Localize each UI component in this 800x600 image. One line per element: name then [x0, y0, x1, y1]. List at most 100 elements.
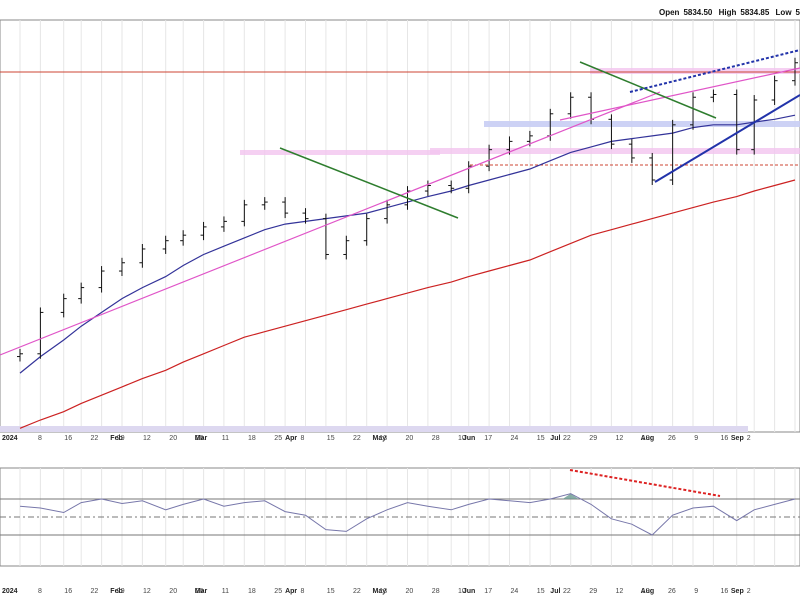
ohlc-readout: Open 5834.50 High 5834.85 Low 5: [655, 8, 800, 17]
ohlc-bar: [37, 307, 44, 359]
day-label: 8: [301, 588, 305, 595]
low-value: 5: [795, 8, 800, 17]
month-label: Mar: [195, 435, 208, 442]
month-label: Feb: [110, 435, 122, 442]
day-label: 2: [747, 435, 751, 442]
ohlc-bar: [282, 197, 289, 219]
day-label: 29: [117, 588, 125, 595]
ohlc-bar: [139, 244, 146, 268]
year-label: 2024: [2, 588, 18, 595]
day-label: 26: [668, 588, 676, 595]
month-label: May: [373, 588, 387, 595]
day-label: 11: [222, 435, 229, 442]
moving-average-line: [19, 179, 796, 429]
ohlc-bar: [241, 199, 248, 227]
day-label: 28: [432, 588, 440, 595]
ohlc-bar: [567, 92, 574, 119]
rsi-line: [19, 493, 796, 536]
day-label: 8: [38, 588, 42, 595]
day-label: 13: [379, 435, 387, 442]
day-label: 22: [91, 588, 99, 595]
month-label: Jun: [463, 435, 475, 442]
trendline-green-2: [579, 61, 717, 119]
ohlc-bar: [424, 180, 431, 196]
day-label: 11: [222, 588, 229, 595]
ohlc-bar: [710, 89, 717, 103]
rsi-panel-frame: [0, 467, 800, 567]
ohlc-bar: [649, 152, 656, 185]
day-label: 28: [432, 435, 440, 442]
rsi-overbought-fill: [562, 493, 579, 499]
day-label: 20: [406, 435, 414, 442]
day-label: 12: [616, 435, 624, 442]
day-label: 16: [64, 435, 72, 442]
support-band-blue: [484, 121, 800, 127]
day-label: 25: [274, 588, 282, 595]
ohlc-bar: [60, 293, 67, 318]
day-label: 20: [406, 588, 414, 595]
ohlc-bar: [220, 216, 227, 232]
day-label: 15: [537, 435, 545, 442]
ohlc-bar: [690, 92, 697, 130]
volume-band: [0, 426, 748, 432]
day-label: 22: [353, 435, 361, 442]
day-label: 8: [301, 435, 305, 442]
open-value: 5834.50: [683, 8, 713, 17]
ohlc-bar: [669, 119, 676, 185]
ohlc-bar: [771, 75, 778, 105]
ohlc-bar: [322, 213, 329, 260]
day-label: 12: [143, 588, 151, 595]
day-label: 17: [484, 435, 492, 442]
ohlc-bar: [98, 266, 105, 293]
day-label: 20: [169, 588, 177, 595]
day-label: 19: [642, 588, 650, 595]
ohlc-bar: [751, 95, 758, 155]
ohlc-bar: [302, 208, 309, 224]
month-label: Jul: [550, 588, 560, 595]
top-band-pink: [590, 68, 800, 74]
rsi-overbought-area: [562, 493, 579, 499]
month-label: May: [373, 435, 387, 442]
day-label: 26: [196, 588, 204, 595]
ohlc-bar: [733, 89, 740, 155]
month-label: Sep: [731, 588, 744, 595]
day-label: 22: [563, 588, 571, 595]
ohlc-bar: [465, 161, 472, 194]
trendlines: [0, 49, 800, 356]
day-label: 10: [458, 588, 466, 595]
month-label: Apr: [285, 435, 297, 442]
day-label: 22: [353, 588, 361, 595]
rsi-divergence-line: [569, 469, 721, 497]
resistance-band-pink-2: [430, 148, 800, 154]
day-label: 19: [642, 435, 650, 442]
ohlc-bar: [343, 235, 350, 260]
day-label: 24: [511, 588, 519, 595]
day-label: 16: [64, 588, 72, 595]
ohlc-bar: [17, 348, 23, 362]
ohlc-bar: [118, 257, 125, 276]
day-label: 9: [694, 435, 698, 442]
day-label: 13: [379, 588, 387, 595]
low-label: Low: [775, 8, 792, 17]
day-label: 12: [616, 588, 624, 595]
ohlc-bar: [448, 180, 455, 194]
month-label: Sep: [731, 435, 744, 442]
day-label: 22: [91, 435, 99, 442]
day-label: 18: [248, 588, 256, 595]
month-label: Jul: [550, 435, 560, 442]
month-label: Aug: [641, 588, 655, 595]
month-label: Mar: [195, 588, 208, 595]
open-label: Open: [659, 8, 680, 17]
day-label: 16: [721, 588, 729, 595]
day-label: 15: [327, 588, 335, 595]
high-value: 5834.85: [740, 8, 770, 17]
month-label: Jun: [463, 588, 475, 595]
day-label: 18: [248, 435, 256, 442]
ohlc-bar: [363, 213, 370, 246]
ohlc-bar: [200, 221, 207, 241]
